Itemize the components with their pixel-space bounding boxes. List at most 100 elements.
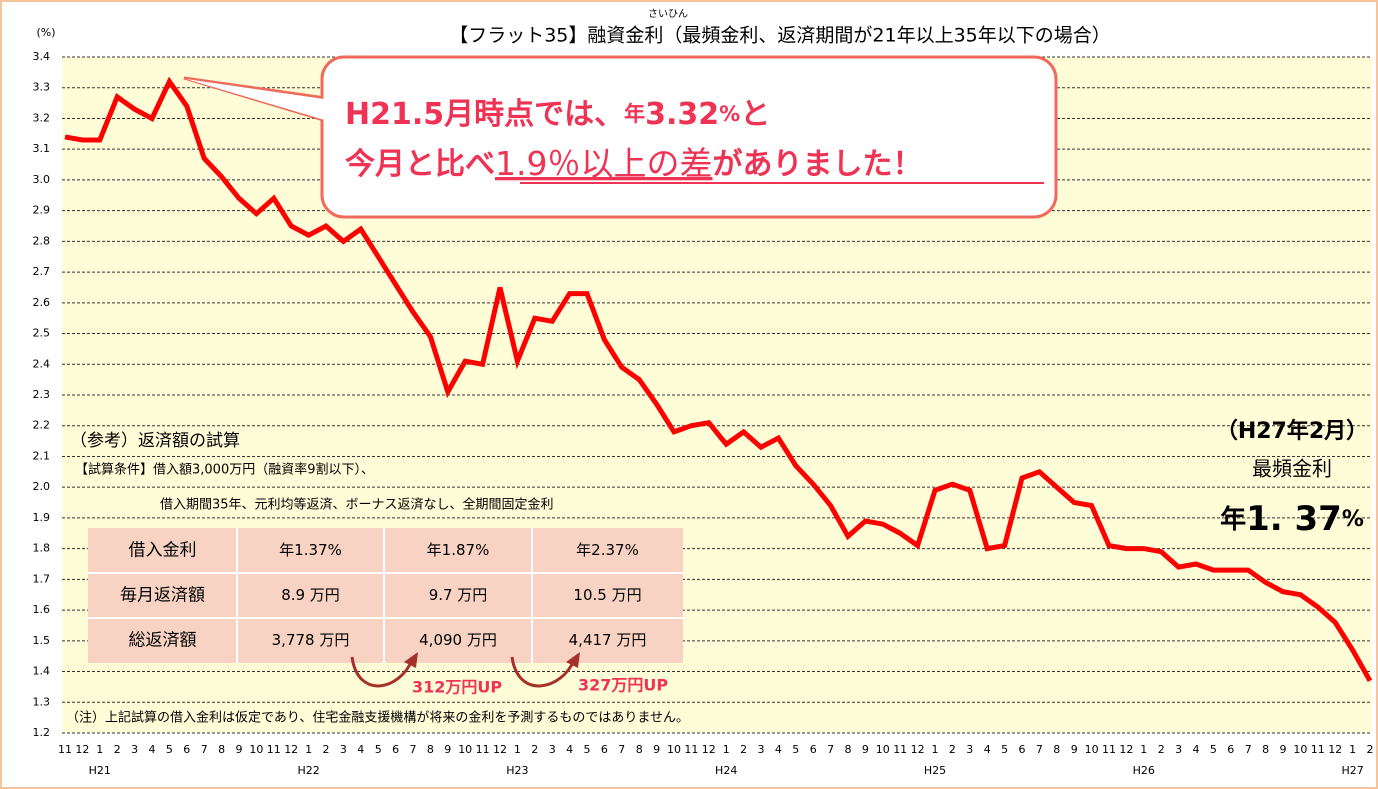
- x-tick-label: 10: [1085, 743, 1099, 756]
- chart-title: 【フラット35】融資金利（最頻金利、返済期間が21年以上35年以下の場合）: [449, 25, 1111, 47]
- y-tick-label: 2.4: [33, 357, 51, 370]
- callout-box: [320, 55, 1058, 219]
- table-bg: [88, 528, 683, 663]
- x-tick-label: 8: [1262, 743, 1269, 756]
- x-tick-label: 9: [653, 743, 660, 756]
- table-cell: 4,090 万円: [419, 631, 497, 649]
- y-tick-label: 1.4: [33, 665, 51, 678]
- x-tick-label: 1: [514, 743, 521, 756]
- x-tick-label: 11: [684, 743, 698, 756]
- x-tick-label: 2: [1367, 743, 1374, 756]
- x-tick-label: 2: [740, 743, 747, 756]
- x-tick-label: 12: [493, 743, 507, 756]
- x-tick-label: 9: [444, 743, 451, 756]
- x-tick-label: 8: [218, 743, 225, 756]
- callout-highlight: 1.9％以上の差: [495, 144, 712, 183]
- table-cell: 年1.87%: [427, 541, 490, 559]
- title-ruby: さいひん: [648, 8, 688, 20]
- y-tick-label: 2.7: [33, 265, 51, 278]
- arrow: [350, 656, 414, 688]
- y-tick-label: 3.0: [33, 173, 51, 186]
- y-tick-label: 2.2: [33, 419, 51, 432]
- x-tick-label: 7: [410, 743, 417, 756]
- table-cell: 年1.37%: [279, 541, 342, 559]
- latest-date: （H27年2月）: [1216, 418, 1368, 444]
- arrow: [510, 656, 576, 688]
- x-tick-label: 7: [1036, 743, 1043, 756]
- x-tick-label: 4: [775, 743, 782, 756]
- x-tick-label: 12: [702, 743, 716, 756]
- x-tick-label: 5: [584, 743, 591, 756]
- table-cell: 9.7 万円: [429, 586, 488, 604]
- x-tick-label: 8: [845, 743, 852, 756]
- table-cell: 4,417 万円: [569, 631, 647, 649]
- x-tick-label: 11: [1102, 743, 1116, 756]
- x-tick-label: 6: [810, 743, 817, 756]
- x-tick-label: 8: [1053, 743, 1060, 756]
- x-tick-label: 8: [636, 743, 643, 756]
- x-group-label: H22: [297, 764, 319, 777]
- y-tick-label: 3.3: [33, 81, 51, 94]
- x-tick-label: 1: [1349, 743, 1356, 756]
- grid: 1.2 1.3 1.4 1.5 1.6 1.7 1.8 1.9 2.0 2.1 2.2 2.3 2.4 2…: [33, 50, 1374, 777]
- table-cell: 総返済額: [129, 631, 197, 651]
- x-tick-label: 7: [827, 743, 834, 756]
- x-tick-label: 7: [618, 743, 625, 756]
- x-tick-label: 3: [966, 743, 973, 756]
- x-tick-label: 10: [876, 743, 890, 756]
- x-tick-label: 11: [476, 743, 490, 756]
- x-tick-label: 9: [1280, 743, 1287, 756]
- x-tick-label: 4: [984, 743, 991, 756]
- x-group-label: H25: [924, 764, 946, 777]
- x-tick-label: 5: [1210, 743, 1217, 756]
- callout-text: と: [740, 97, 770, 132]
- callout-line1: H21.5月時点では、年3.32%と: [345, 97, 770, 132]
- x-tick-label: 1: [96, 743, 103, 756]
- arrow-head: [404, 652, 418, 668]
- x-tick-label: 7: [201, 743, 208, 756]
- table-cell: 借入金利: [129, 541, 197, 561]
- x-tick-label: 11: [1311, 743, 1325, 756]
- latest-rate: 年1. 37%: [1220, 499, 1364, 539]
- table-cell: 10.5 万円: [573, 586, 641, 604]
- x-tick-label: 12: [911, 743, 925, 756]
- callout-text: 3.32: [645, 97, 719, 132]
- x-tick-label: 10: [249, 743, 263, 756]
- table-cell: 8.9 万円: [281, 586, 340, 604]
- y-tick-label: 2.8: [33, 234, 51, 247]
- y-unit: (%): [36, 26, 55, 39]
- callout-text: がありました！: [712, 147, 922, 182]
- x-tick-label: 2: [531, 743, 538, 756]
- x-tick-label: 6: [601, 743, 608, 756]
- x-tick-label: 4: [566, 743, 573, 756]
- x-tick-label: 2: [1158, 743, 1165, 756]
- x-group-label: H26: [1133, 764, 1155, 777]
- reference-condition: 【試算条件】借入額3,000万円（融資率9割以下）、: [75, 462, 374, 478]
- y-tick-label: 3.4: [33, 50, 51, 63]
- callout-text: H21.5月時点では、: [345, 97, 624, 132]
- x-tick-label: 5: [1001, 743, 1008, 756]
- x-group-label: H27: [1341, 764, 1363, 777]
- x-tick-label: 6: [183, 743, 190, 756]
- x-tick-label: 4: [149, 743, 156, 756]
- callout-text: %: [719, 102, 740, 126]
- line-series: [64, 76, 1373, 683]
- x-tick-label: 6: [1227, 743, 1234, 756]
- diff-label: 327万円UP: [578, 676, 668, 695]
- callout-text: 今月と比べ: [345, 147, 495, 182]
- latest-rate-part: %: [1342, 507, 1364, 532]
- latest-rate-part: 年: [1220, 504, 1246, 535]
- callout-text: 年: [624, 102, 645, 126]
- y-tick-label: 2.1: [33, 449, 51, 462]
- x-tick-label: 7: [1245, 743, 1252, 756]
- y-tick-label: 1.8: [33, 542, 51, 555]
- x-tick-label: 12: [1119, 743, 1133, 756]
- x-tick-label: 11: [893, 743, 907, 756]
- table-cell: 3,778 万円: [272, 631, 350, 649]
- x-tick-label: 3: [549, 743, 556, 756]
- x-tick-label: 10: [1293, 743, 1307, 756]
- y-tick-label: 1.5: [33, 634, 51, 647]
- x-tick-label: 9: [1071, 743, 1078, 756]
- diff-label: 312万円UP: [412, 678, 502, 697]
